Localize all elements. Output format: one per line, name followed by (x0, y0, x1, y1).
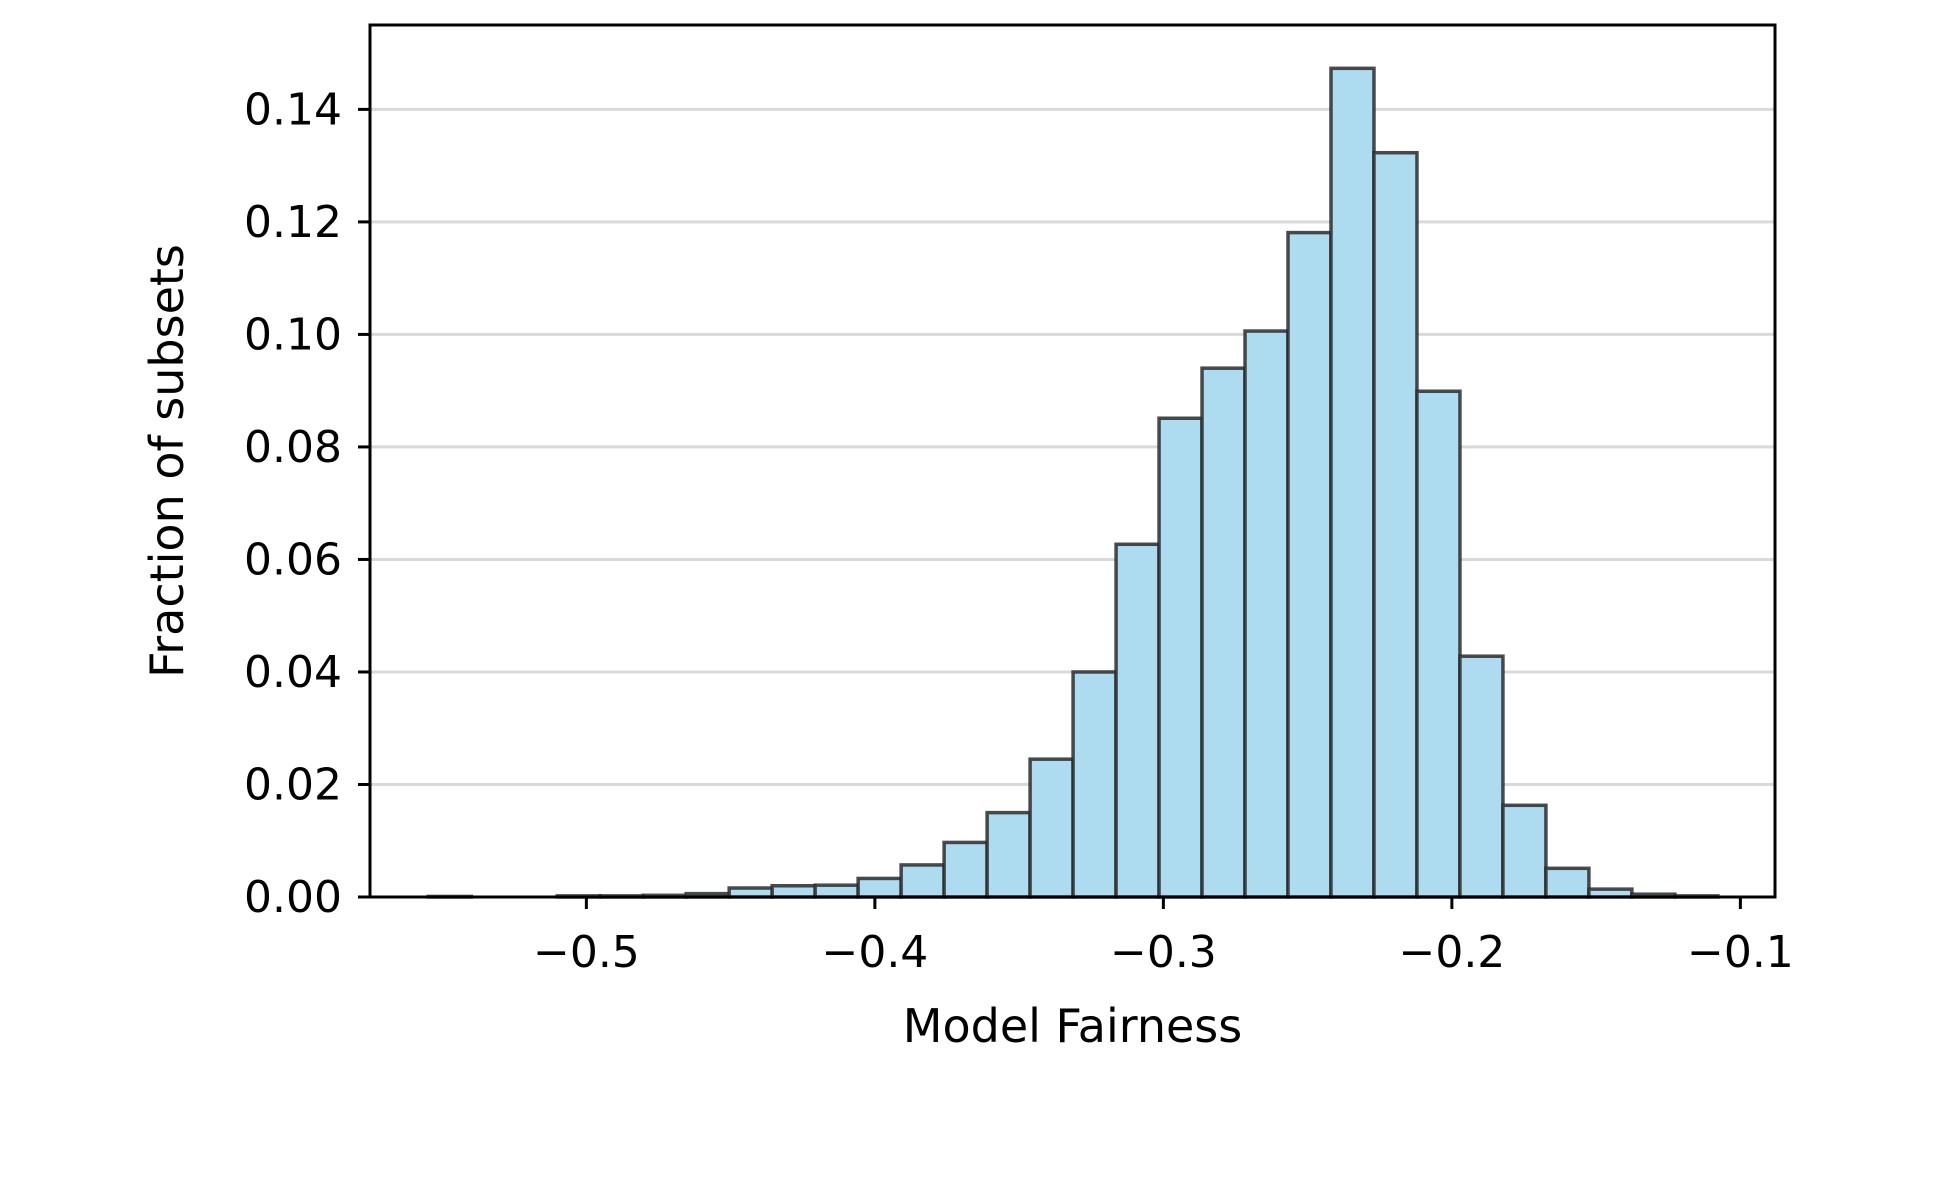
histogram-bar (1415, 389, 1462, 899)
y-tick-label: 0.14 (244, 84, 342, 135)
y-axis-title: Fraction of subsets (140, 244, 194, 678)
y-tick-label: 0.06 (244, 534, 342, 585)
histogram-bar (1157, 416, 1204, 899)
histogram-bars (426, 66, 1720, 899)
x-tick-label: −0.2 (1398, 927, 1505, 978)
histogram-bar (1329, 66, 1376, 899)
x-tick-label: −0.1 (1687, 927, 1794, 978)
y-tick-label: 0.12 (244, 197, 342, 248)
histogram-bar (770, 883, 817, 899)
x-tick-label: −0.5 (533, 927, 640, 978)
histogram-bar (899, 863, 946, 899)
y-tick-label: 0.08 (244, 422, 342, 473)
x-axis-ticks: −0.5 −0.4 −0.3 −0.2 −0.1 (533, 897, 1794, 978)
histogram-bar (1071, 670, 1118, 899)
grid-lines (370, 107, 1775, 786)
histogram-bar (1114, 542, 1161, 899)
plot-frame (368, 23, 1777, 899)
histogram-bar (985, 810, 1032, 899)
histogram-bar (942, 840, 989, 899)
histogram-bar (1372, 150, 1419, 899)
histogram-bar (1200, 366, 1247, 899)
histogram-bar (1286, 230, 1333, 899)
y-tick-label: 0.00 (244, 872, 342, 923)
y-tick-label: 0.02 (244, 759, 342, 810)
histogram-bar (1243, 329, 1290, 899)
y-tick-label: 0.10 (244, 309, 342, 360)
x-tick-label: −0.3 (1110, 927, 1217, 978)
histogram-bar (1501, 803, 1548, 899)
histogram-bar (813, 883, 860, 899)
histogram-bar (1028, 757, 1075, 899)
histogram-bar (856, 876, 903, 899)
x-axis-title: Model Fairness (903, 999, 1242, 1053)
y-tick-label: 0.04 (244, 647, 342, 698)
histogram-bar (1458, 654, 1505, 899)
y-axis-ticks: 0.00 0.02 0.04 0.06 0.08 0.10 0.12 0.14 (244, 84, 370, 923)
histogram-bar (1544, 866, 1591, 899)
x-tick-label: −0.4 (821, 927, 928, 978)
